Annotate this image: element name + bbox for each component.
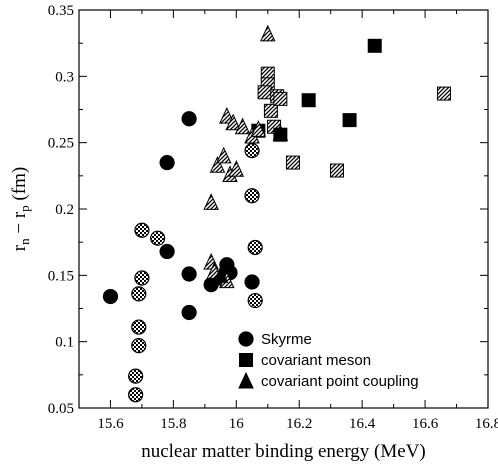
covariant-point-coupling-hatched-point [203, 193, 219, 210]
axis-ticks: 15.6 15.8 16 16.2 16.4 16.6 16.8 0.05 0.1 0.15 0.2… [48, 3, 498, 432]
covariant-meson-point [342, 113, 357, 128]
covariant-point-coupling-hatched-point [250, 120, 267, 137]
x-tick-label: 16.8 [475, 416, 498, 432]
skyrme-hatched-point [131, 338, 147, 354]
covariant-point-coupling-hatched-point [228, 160, 245, 177]
y-tick-label: 0.1 [55, 335, 74, 351]
x-tick-label: 16.6 [412, 416, 439, 432]
covariant-meson-hatched-point [329, 163, 344, 178]
x-tick-label: 16.2 [286, 416, 312, 432]
y-tick-label: 0.3 [55, 69, 74, 85]
skyrme-hatched-point [247, 239, 263, 256]
legend-marker-covariant-point-coupling [238, 371, 254, 389]
skyrme-point [181, 304, 197, 321]
legend-label-covariant-point-coupling: covariant point coupling [261, 373, 419, 390]
covariant-meson-hatched-point [263, 103, 278, 118]
x-axis-title: nuclear matter binding energy (MeV) [141, 441, 426, 462]
covariant-point-coupling-hatched-point [215, 146, 232, 164]
skyrme-hatched-point [134, 270, 150, 286]
y-tick-label: 0.35 [48, 3, 74, 19]
covariant-point-coupling-hatched-point [259, 24, 276, 42]
covariant-point-coupling-hatched-point [219, 106, 235, 124]
y-tick-label: 0.25 [48, 136, 74, 152]
covariant-point-coupling-hatched-point [234, 117, 251, 135]
skyrme-hatched-point [128, 387, 144, 403]
skyrme-hatched-point [131, 286, 147, 302]
legend-marker-skyrme [238, 331, 254, 347]
covariant-point-coupling-point [212, 266, 229, 283]
covariant-meson-hatched-point [257, 85, 272, 100]
covariant-point-coupling-hatched-point [209, 156, 226, 173]
skyrme-hatched-point [244, 188, 260, 204]
y-axis-title-minus: − r [9, 211, 30, 238]
covariant-point-coupling-point [272, 124, 289, 141]
skyrme-point [102, 288, 119, 305]
y-axis-title-sub-n: n [17, 238, 32, 245]
y-tick-label: 0.15 [48, 268, 74, 284]
skyrme-point [159, 243, 175, 260]
covariant-meson-point [367, 38, 382, 53]
y-axis-title-base: r [9, 244, 30, 251]
skyrme-hatched-point [150, 230, 166, 246]
y-tick-label: 0.05 [48, 401, 74, 417]
legend-label-skyrme: Skyrme [261, 331, 312, 348]
data-markers [102, 24, 451, 403]
x-tick-label: 15.8 [160, 416, 186, 432]
skyrme-point [159, 154, 175, 171]
y-axis-title-sub-p: p [17, 205, 32, 212]
covariant-meson-point [301, 93, 316, 108]
x-tick-label: 16 [229, 416, 245, 432]
covariant-meson-hatched-point [436, 86, 451, 101]
legend: Skyrme covariant meson covariant point cou… [236, 329, 419, 391]
y-tick-label: 0.2 [55, 202, 74, 218]
skyrme-hatched-point [128, 368, 144, 384]
skyrme-hatched-point [244, 143, 260, 159]
skyrme-point [244, 274, 260, 290]
skyrme-point [181, 266, 197, 282]
y-axis-title-unit: (fm) [9, 167, 30, 206]
legend-label-covariant-meson: covariant meson [261, 352, 371, 369]
skyrme-hatched-point [247, 292, 263, 309]
covariant-meson-hatched-point [285, 155, 300, 170]
legend-marker-covariant-meson [239, 353, 253, 367]
skyrme-hatched-point [131, 319, 147, 335]
y-axis-title: rn − rp (fm) [9, 167, 32, 251]
covariant-meson-hatched-point [273, 91, 288, 106]
x-tick-label: 15.6 [97, 416, 124, 432]
skyrme-hatched-point [134, 222, 150, 238]
x-tick-label: 16.4 [349, 416, 376, 432]
covariant-point-coupling-hatched-point [225, 113, 241, 131]
skyrme-point [181, 111, 197, 127]
